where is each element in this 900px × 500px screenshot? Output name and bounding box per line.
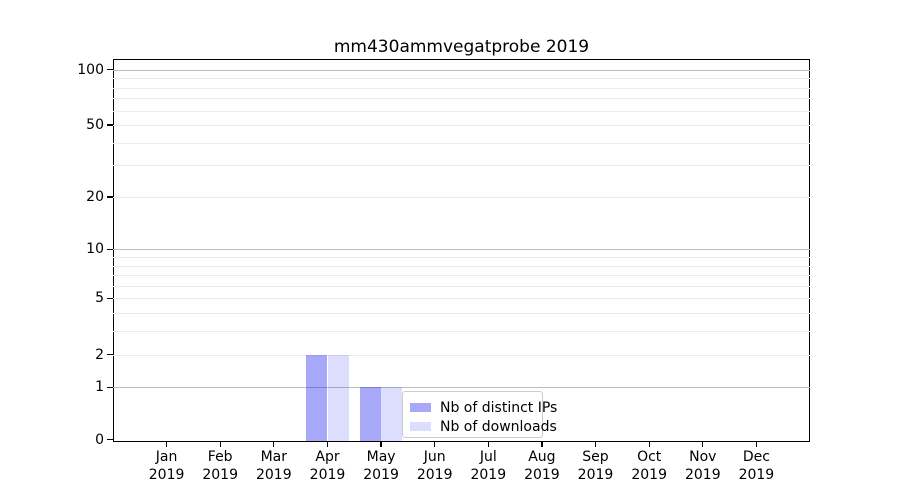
- x-tick-label: Jan 2019: [148, 449, 185, 483]
- x-tick-label: Sep 2019: [577, 449, 614, 483]
- legend: Nb of distinct IPs Nb of downloads: [402, 391, 557, 438]
- legend-swatch-downloads-icon: [410, 422, 431, 431]
- x-tick-label: Feb 2019: [202, 449, 238, 483]
- y-tick-label: 2: [95, 346, 104, 363]
- x-tick-label: Dec 2019: [738, 449, 775, 483]
- legend-entry-downloads: Nb of downloads: [410, 417, 557, 436]
- x-tick: [541, 442, 543, 447]
- x-tick: [219, 442, 221, 447]
- x-tick: [487, 442, 489, 447]
- x-tick: [434, 442, 436, 447]
- x-tick-label: Jun 2019: [416, 449, 453, 483]
- x-tick-label: Mar 2019: [255, 449, 292, 483]
- legend-label-distinct-ips: Nb of distinct IPs: [440, 399, 558, 416]
- y-tick-label: 5: [95, 290, 104, 307]
- y-tick-label: 50: [86, 117, 104, 133]
- x-tick: [380, 442, 382, 447]
- y-tick-label: 1: [95, 379, 104, 396]
- x-tick: [594, 442, 597, 447]
- x-tick-label: Oct 2019: [631, 449, 667, 483]
- x-tick-label: Nov 2019: [684, 449, 721, 483]
- y-tick-label: 100: [77, 61, 104, 78]
- chart-title: mm430ammvegatprobe 2019: [333, 37, 590, 57]
- x-tick: [326, 442, 329, 447]
- legend-label-downloads: Nb of downloads: [440, 418, 557, 435]
- x-tick-label: Apr 2019: [309, 449, 346, 483]
- x-tick: [702, 442, 704, 447]
- y-tick-label: 20: [86, 188, 104, 205]
- x-tick-label: Jul 2019: [470, 449, 507, 483]
- x-tick: [648, 442, 650, 447]
- legend-entry-distinct-ips: Nb of distinct IPs: [410, 398, 557, 417]
- x-tick-label: May 2019: [363, 449, 399, 483]
- y-tick-label: 10: [86, 241, 104, 258]
- x-tick: [165, 442, 168, 447]
- x-tick: [755, 442, 758, 447]
- legend-swatch-distinct-ips-icon: [410, 403, 431, 412]
- y-tick-label: 0: [95, 431, 104, 448]
- x-tick: [273, 442, 275, 447]
- x-tick-label: Aug 2019: [524, 449, 560, 483]
- plot-area: [113, 59, 810, 442]
